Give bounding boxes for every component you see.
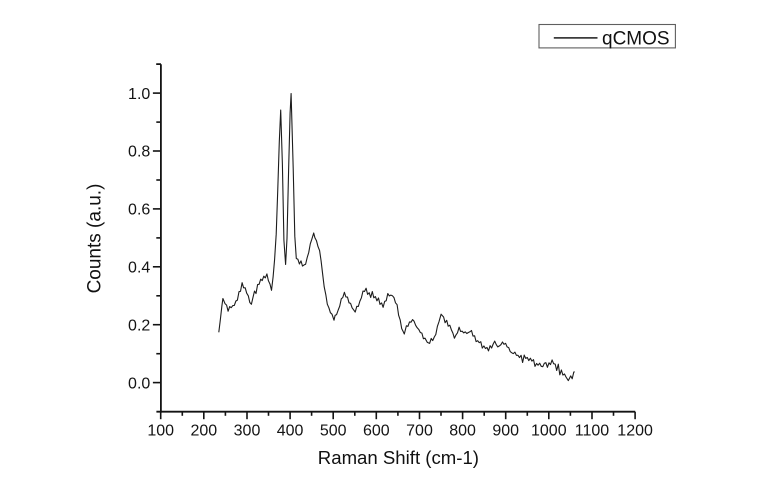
svg-text:600: 600 (363, 423, 390, 440)
svg-text:500: 500 (320, 423, 347, 440)
svg-text:qCMOS: qCMOS (602, 28, 670, 49)
svg-text:0.4: 0.4 (128, 260, 150, 277)
svg-text:1000: 1000 (531, 423, 567, 440)
svg-text:1.0: 1.0 (128, 86, 150, 103)
svg-text:800: 800 (449, 423, 476, 440)
svg-text:900: 900 (492, 423, 519, 440)
svg-text:0.0: 0.0 (128, 375, 150, 392)
svg-text:Counts (a.u.): Counts (a.u.) (85, 184, 106, 294)
svg-text:300: 300 (234, 423, 261, 440)
svg-text:200: 200 (190, 423, 217, 440)
svg-text:400: 400 (277, 423, 304, 440)
svg-text:Raman Shift (cm-1): Raman Shift (cm-1) (318, 447, 479, 468)
svg-text:0.6: 0.6 (128, 202, 150, 219)
svg-text:0.8: 0.8 (128, 144, 150, 161)
svg-text:100: 100 (147, 423, 174, 440)
svg-text:1200: 1200 (617, 423, 653, 440)
svg-text:700: 700 (406, 423, 433, 440)
svg-text:1100: 1100 (575, 423, 610, 440)
svg-text:0.2: 0.2 (128, 317, 150, 334)
